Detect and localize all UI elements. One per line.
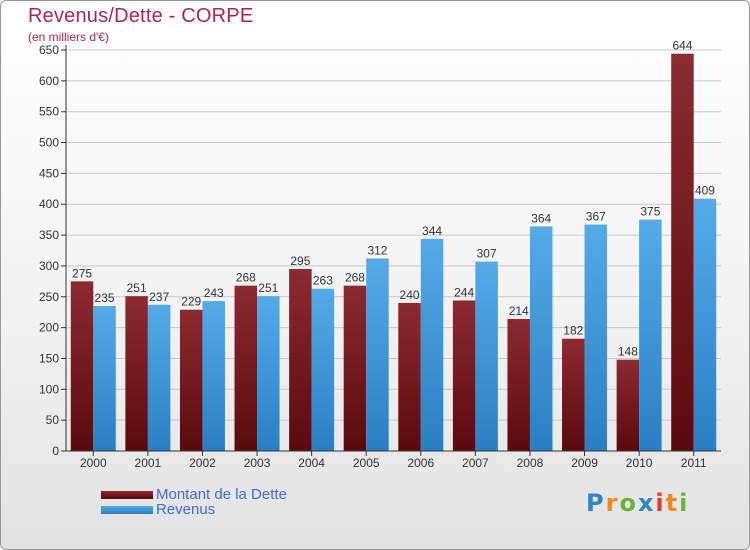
revenue-bar [584,224,608,451]
debt-bar [234,285,258,451]
x-tick-label: 2007 [462,456,489,470]
data-label: 235 [95,291,115,305]
debt-bar [289,269,312,451]
data-label: 307 [477,247,497,261]
data-label: 268 [236,271,256,285]
x-tick-label: 2008 [517,456,544,470]
logo-letter: i [655,489,666,517]
data-label: 275 [72,266,92,280]
revenue-swatch [101,505,153,514]
y-tick-label: 600 [39,74,59,88]
data-label: 344 [422,224,442,238]
logo-letter: i [679,489,690,517]
revenue-bar [529,226,553,451]
y-tick-label: 150 [39,351,59,365]
x-tick-label: 2006 [407,456,434,470]
y-tick-label: 450 [39,166,59,180]
data-label: 364 [531,211,551,225]
logo-letter: x [637,489,656,517]
data-label: 237 [149,290,169,304]
x-tick-label: 2011 [681,456,707,470]
data-label: 409 [695,184,715,198]
legend: Montant de la Dette Revenus [101,487,287,517]
data-label: 214 [509,304,529,318]
chart-subtitle: (en milliers d'€) [28,30,109,44]
grid-lines [66,49,721,421]
revenue-bar [420,238,444,451]
logo-letter: P [586,489,606,517]
debt-bar [343,285,367,451]
x-tick-label: 2000 [80,456,107,470]
axes: 0 50 100 150 200 250 300 350 400 450 500 550 600 650 2… [39,43,721,470]
data-label: 375 [640,205,660,219]
debt-bar [125,296,148,451]
data-label: 244 [454,285,474,299]
revenue-bar [311,288,335,451]
legend-label-debt: Montant de la Dette [156,486,287,503]
revenue-bar [202,301,225,451]
legend-item-debt: Montant de la Dette [101,487,287,502]
data-label: 148 [618,345,638,359]
x-tick-label: 2003 [244,456,271,470]
data-label: 268 [345,271,365,285]
bars [70,53,717,451]
data-label: 182 [563,324,583,338]
legend-item-revenue: Revenus [101,502,287,517]
y-tick-label: 0 [52,444,59,458]
y-tick-label: 400 [39,197,59,211]
x-tick-label: 2009 [571,456,598,470]
revenue-bar [257,296,280,451]
x-tick-label: 2004 [298,456,325,470]
x-tick-label: 2001 [135,456,162,470]
chart-title: Revenus/Dette - CORPE [28,5,254,27]
data-label: 367 [586,210,606,224]
debt-bar [507,318,530,451]
revenue-bar [693,198,717,451]
debt-bar [179,309,203,451]
revenue-bar [475,261,498,451]
data-label: 295 [290,254,310,268]
y-tick-label: 50 [46,413,60,427]
data-label: 312 [367,244,387,258]
data-label: 229 [181,295,201,309]
y-tick-label: 250 [39,290,59,304]
logo-letter: o [619,489,638,517]
data-label: 240 [400,288,420,302]
data-label: 263 [313,274,333,288]
y-tick-label: 500 [39,136,59,150]
x-tick-label: 2002 [189,456,216,470]
revenue-bar [366,258,389,451]
revenue-bar [147,304,171,451]
y-tick-label: 550 [39,105,59,119]
logo-letter: t [665,489,680,517]
x-tick-label: 2010 [626,456,653,470]
logo-letter: r [605,489,620,517]
x-tick-label: 2005 [353,456,380,470]
debt-swatch [101,490,153,499]
y-tick-label: 650 [39,43,59,57]
legend-label-revenue: Revenus [156,501,216,518]
debt-bar [671,53,694,451]
y-tick-label: 300 [39,259,59,273]
debt-bar [70,281,94,451]
proxiti-logo: Proxiti [586,489,689,517]
debt-bar [616,359,640,451]
y-tick-label: 350 [39,228,59,242]
data-label: 644 [672,39,692,53]
revenue-bar [639,219,662,451]
debt-bar [398,302,421,451]
debt-bar [452,300,476,451]
y-tick-label: 100 [39,382,59,396]
data-label: 243 [204,286,224,300]
data-label: 251 [127,281,147,295]
revenue-bar [93,306,116,451]
debt-bar [562,338,585,451]
data-label: 251 [258,281,278,295]
y-tick-label: 200 [39,321,59,335]
